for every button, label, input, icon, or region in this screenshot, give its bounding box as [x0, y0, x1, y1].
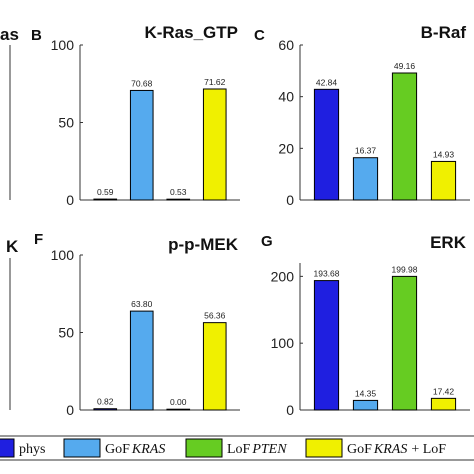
data-label: 71.62 [204, 77, 226, 87]
data-label: 70.68 [131, 78, 153, 88]
data-label: 199.98 [392, 264, 418, 274]
y-tick-label: 200 [271, 268, 295, 284]
data-label: 0.59 [97, 187, 114, 197]
chart-b-raf: 0 20 40 60 B-Raf 42.84 16.37 49.16 14.93 [278, 23, 470, 208]
data-label: 16.37 [355, 146, 377, 156]
data-label: 0.00 [170, 397, 187, 407]
bar-gof-kras [352, 399, 379, 411]
bar-gof-kras [129, 89, 154, 201]
chart-title: ERK [430, 233, 467, 252]
bar-gof-kras [352, 157, 379, 201]
legend-prefix: phys [19, 442, 45, 457]
data-label: 63.80 [131, 299, 153, 309]
legend-swatch-phys [0, 438, 15, 458]
bar-phys [313, 280, 340, 411]
legend: phys GoF KRAS LoF PTEN GoF KRAS + LoF [0, 435, 474, 461]
chart-title: K-Ras_GTP [144, 23, 238, 42]
partial-panel-top-left: as [0, 25, 19, 200]
data-label: 49.16 [394, 61, 416, 71]
y-tick-label: 50 [58, 325, 74, 341]
legend-prefix: GoF [105, 442, 130, 457]
y-tick-label: 100 [271, 335, 295, 351]
chart-title: p-p-MEK [168, 235, 239, 254]
bar-gof-kras [129, 310, 154, 411]
panel-letter-c: C [254, 27, 265, 44]
data-label: 14.93 [433, 149, 455, 159]
legend-gene: KRAS [131, 442, 165, 457]
legend-prefix: LoF [227, 442, 251, 457]
y-tick-label: 0 [66, 402, 74, 418]
legend-swatch-gof-kras [63, 438, 101, 458]
legend-gene: KRAS [373, 442, 407, 457]
legend-label-gof-kras-lof-pten: GoF KRAS + LoF [347, 442, 446, 457]
chart-p-p-mek: 0 50 100 p-p-MEK 0.82 63.80 0.00 56.36 [51, 235, 240, 418]
bar-phys [93, 408, 118, 411]
y-tick-label: 100 [51, 37, 75, 53]
partial-title-bottom: K [6, 237, 19, 256]
y-tick-label: 20 [278, 140, 294, 156]
y-tick-label: 100 [51, 247, 75, 263]
panel-letter-g: G [261, 233, 273, 250]
legend-gene: PTEN [251, 442, 287, 457]
data-label: 0.82 [97, 397, 114, 407]
bar-lof-pten [166, 408, 191, 411]
legend-suffix: + LoF [411, 442, 446, 457]
legend-label-gof-kras: GoF KRAS [105, 442, 165, 457]
data-label: 0.53 [170, 187, 187, 197]
y-tick-label: 60 [278, 37, 294, 53]
y-tick-label: 50 [58, 115, 74, 131]
bar-gof-kras-lof-pten [202, 322, 227, 411]
data-label: 17.42 [433, 386, 455, 396]
y-tick-label: 40 [278, 89, 294, 105]
bar-lof-pten [391, 275, 418, 411]
legend-label-phys: phys [19, 442, 45, 457]
panel-letter-f: F [34, 231, 43, 248]
y-tick-label: 0 [286, 402, 294, 418]
y-tick-label: 0 [66, 192, 74, 208]
panel-letter-b: B [31, 27, 42, 44]
partial-title-top: as [0, 25, 19, 44]
data-label: 56.36 [204, 311, 226, 321]
bar-lof-pten [166, 198, 191, 201]
bar-phys [93, 198, 118, 201]
legend-swatch-lof-pten [185, 438, 223, 458]
bar-lof-pten [391, 72, 418, 201]
data-label: 14.35 [355, 388, 377, 398]
data-label: 193.68 [314, 269, 340, 279]
y-tick-label: 0 [286, 192, 294, 208]
legend-label-lof-pten: LoF PTEN [227, 442, 287, 457]
bar-gof-kras-lof-pten [430, 160, 457, 201]
chart-title: B-Raf [421, 23, 467, 42]
partial-panel-bottom-left: K [6, 237, 19, 410]
chart-erk: 0 100 200 ERK 193.68 14.35 199.98 17.42 [271, 233, 470, 418]
bar-gof-kras-lof-pten [202, 88, 227, 201]
chart-k-ras-gtp: 0 50 100 K-Ras_GTP 0.59 70.68 0.53 71.62 [51, 23, 240, 208]
bar-gof-kras-lof-pten [430, 397, 457, 411]
data-label: 42.84 [316, 77, 338, 87]
bar-phys [313, 88, 340, 201]
legend-swatch-gof-kras-lof-pten [305, 438, 343, 458]
legend-prefix: GoF [347, 442, 372, 457]
